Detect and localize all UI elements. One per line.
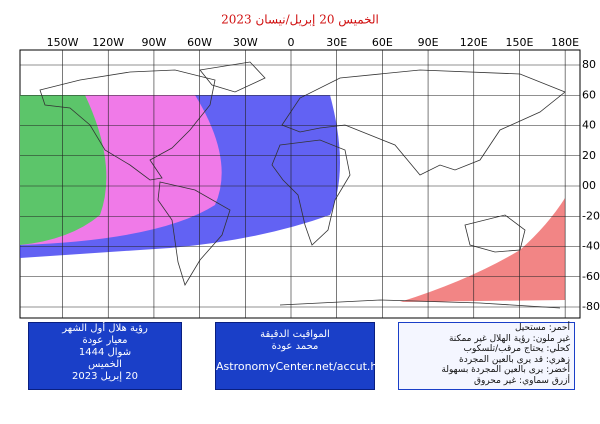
lon-tick-label: 60E [372,36,393,49]
map: الخميس 20 إبريل/نيسان 2023 150W 120W 90W 60… [19,13,600,319]
lon-tick-label: 0 [288,36,295,49]
box-line: أخضر: يرى بالعين المجردة بسهولة [441,365,570,375]
lat-tick-label: 00 [582,179,596,192]
lat-tick-label: 80 [582,58,596,71]
region-red [400,198,565,302]
box-line: AstronomyCenter.net/accut.html [216,360,396,373]
box-line: محمد عودة [271,341,319,352]
region-green [20,95,107,245]
legend-box: أحمر: مستحيل غير ملون: رؤية الهلال غير مم… [398,322,575,390]
lon-tick-label: 60W [187,36,212,49]
lon-tick-label: 90W [141,36,166,49]
box-line: الخميس [88,359,122,370]
box-line: غير ملون: رؤية الهلال غير ممكنة [448,333,570,344]
lat-tick-label: -20 [582,209,600,222]
box-line: المواقيت الدقيقة [260,329,330,340]
box-line: كحلي: يحتاج مرقب/تلسكوب [463,344,570,354]
lon-tick-label: 120E [460,36,488,49]
map-title: الخميس 20 إبريل/نيسان 2023 [221,13,379,28]
lat-tick-label: -60 [582,270,600,283]
lon-tick-label: 180E [551,36,579,49]
lon-tick-label: 120W [92,36,124,49]
box-line: معيار عودة [82,335,128,346]
box-line: شوال 1444 [78,347,132,358]
lat-tick-label: -40 [582,240,600,253]
lon-tick-label: 30E [326,36,347,49]
lon-tick-label: 150E [505,36,533,49]
info-box-middle: المواقيت الدقيقة محمد عودة AstronomyCenter… [215,322,396,390]
box-line: أحمر: مستحيل [514,323,570,333]
lat-tick-label: 60 [582,88,596,101]
lon-tick-label: 90E [418,36,439,49]
lat-tick-label: 40 [582,119,596,132]
box-line: 20 إبريل 2023 [72,371,138,382]
box-line: أزرق سماوي: غير محروق [474,375,570,386]
info-box-left: رؤية هلال أول الشهر معيار عودة شوال 1444 ال… [28,322,182,390]
lon-tick-label: 30W [233,36,258,49]
box-line: زهري: قد يرى بالعين المجردة [459,354,570,365]
lat-tick-label: 20 [582,149,596,162]
lat-tick-label: -80 [582,300,600,313]
box-line: رؤية هلال أول الشهر [62,323,148,334]
lon-tick-label: 150W [47,36,79,49]
